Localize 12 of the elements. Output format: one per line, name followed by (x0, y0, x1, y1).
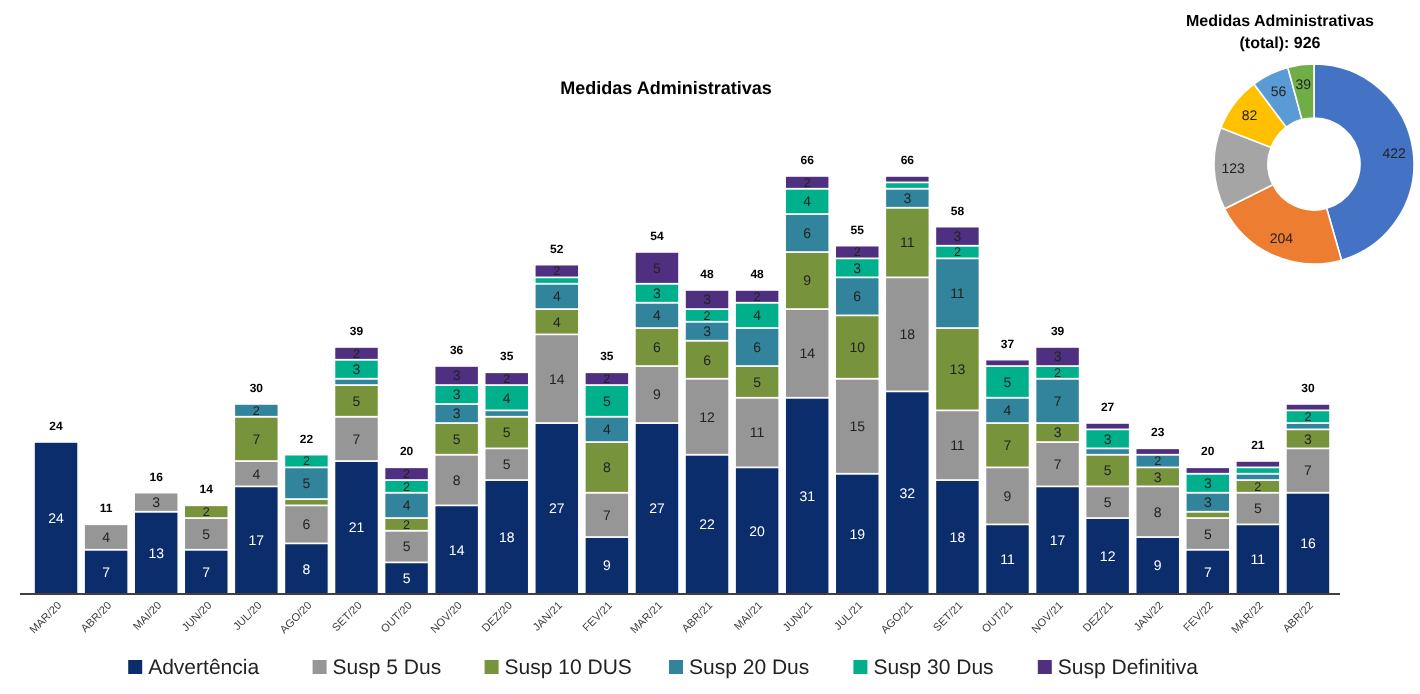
legend-label: Susp 5 Dus (332, 656, 442, 680)
bar (533, 263, 580, 279)
bar (33, 441, 79, 595)
legend-label: Susp 10 DUS (504, 656, 632, 680)
legend-label: Advertência (148, 656, 260, 680)
bar (1235, 460, 1281, 469)
legend-label: Susp 20 Dus (689, 656, 810, 680)
legend-label: Susp Definitiva (1057, 656, 1199, 680)
chart-title: Medidas Administrativas (total): 926 (1186, 12, 1376, 52)
chart-title: Medidas Administrativas (560, 78, 772, 98)
legend-label: Susp 30 Dus (873, 656, 994, 680)
bar (884, 175, 931, 184)
